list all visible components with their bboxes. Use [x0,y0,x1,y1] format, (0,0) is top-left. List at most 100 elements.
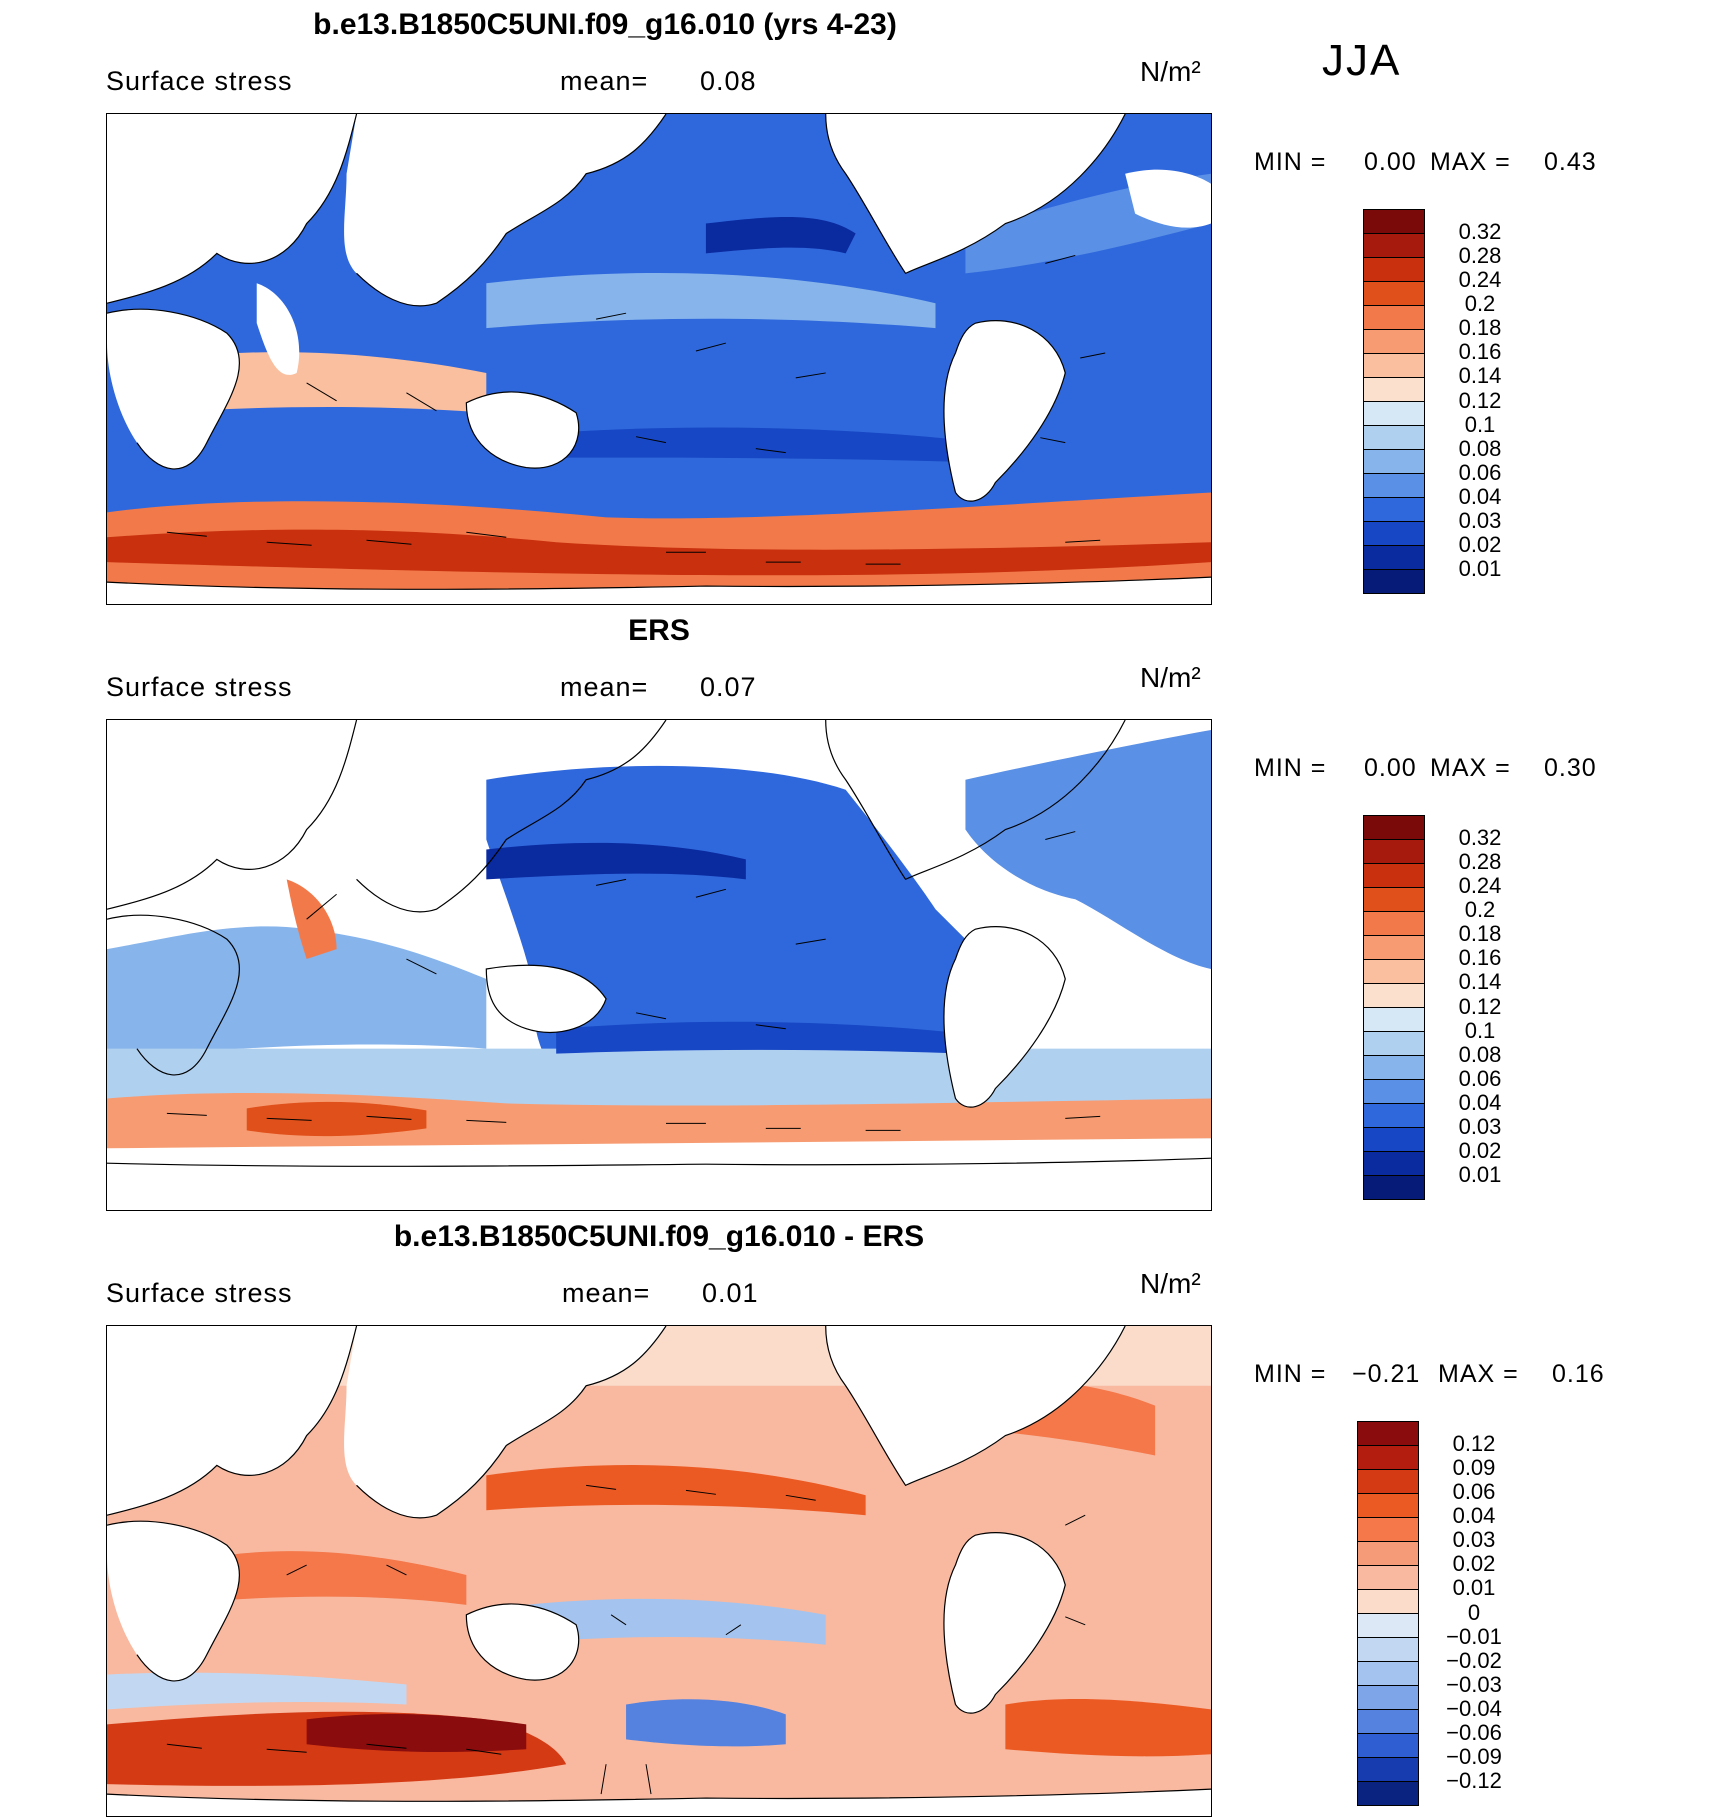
panel-1-cbar-seg [1364,498,1424,522]
panel-3-map [106,1325,1212,1817]
panel-1-tick: 0.04 [1458,483,1502,509]
panel-1-tick: 0.32 [1458,219,1502,245]
panel-2-cbar-seg [1364,888,1424,912]
panel-2-colorbar-ticks: 0.32 0.28 0.24 0.2 0.18 0.16 0.14 0.12 0… [1440,815,1520,1200]
panel-2-cbar-seg [1364,1176,1424,1199]
panel-3-map-svg [107,1326,1211,1816]
panel-3-tick: 0.06 [1452,1479,1496,1505]
panel-2-vectors [166,831,1101,1131]
panel-1-tick: 0.16 [1458,339,1502,365]
panel-1-tick: 0.08 [1458,435,1502,461]
panel-3-cbar-seg [1358,1566,1418,1590]
panel-2-variable: Surface stress [106,672,293,702]
panel-3-min-label: MIN = [1254,1360,1327,1388]
panel-3-cbar-seg [1358,1494,1418,1518]
panel-3-cbar-seg [1358,1446,1418,1470]
panel-1-units: N/m² [1140,56,1201,87]
panel-3-cbar-seg [1358,1662,1418,1686]
panel-1-cbar-seg [1364,474,1424,498]
panel-2-cbar-seg [1364,1080,1424,1104]
panel-3-max-value: 0.16 [1552,1360,1605,1388]
panel-1-cbar-seg [1364,210,1424,234]
panel-1-tick: 0.03 [1458,507,1502,533]
panel-1-tick: 0.28 [1458,243,1502,269]
panel-2-mean-value: 0.07 [700,672,757,702]
panel-1-tick: 0.1 [1464,411,1496,437]
panel-2-tick: 0.24 [1458,873,1502,899]
panel-2-tick: 0.08 [1458,1041,1502,1067]
panel-1-cbar-seg [1364,546,1424,570]
panel-2-colorbar [1363,815,1425,1200]
panel-1-tick: 0.24 [1458,267,1502,293]
panel-1-min-value: 0.00 [1364,148,1417,176]
panel-1-title: b.e13.B1850C5UNI.f09_g16.010 (yrs 4-23) [313,8,897,41]
panel-2-tick: 0.04 [1458,1089,1502,1115]
panel-3-colorbar-ticks: 0.12 0.09 0.06 0.04 0.03 0.02 0.01 0 −0.… [1434,1421,1524,1806]
panel-3-cbar-seg [1358,1470,1418,1494]
panel-3-cbar-seg [1358,1758,1418,1782]
panel-1-cbar-seg [1364,282,1424,306]
panel-3-min-value: −0.21 [1352,1360,1421,1388]
panel-2-min-value: 0.00 [1364,754,1417,782]
panel-3-tick: 0.01 [1452,1575,1496,1601]
panel-1-tick: 0.14 [1458,363,1502,389]
panel-2-min-label: MIN = [1254,754,1327,782]
panel-3-tick: 0.12 [1452,1431,1496,1457]
panel-1-cbar-seg [1364,258,1424,282]
panel-1-cbar-seg [1364,426,1424,450]
panel-1-cbar-seg [1364,522,1424,546]
panel-3-tick: −0.03 [1446,1671,1502,1697]
panel-2-tick: 0.02 [1458,1137,1502,1163]
panel-2-cbar-seg [1364,960,1424,984]
panel-1-cbar-seg [1364,450,1424,474]
panel-3-cbar-seg [1358,1686,1418,1710]
panel-3-units: N/m² [1140,1268,1201,1299]
panel-1-variable: Surface stress [106,66,293,96]
panel-2-cbar-seg [1364,912,1424,936]
panel-2-mean-label: mean= [560,672,649,702]
panel-2-tick: 0.12 [1458,993,1502,1019]
panel-2-cbar-seg [1364,1152,1424,1176]
panel-2-cbar-seg [1364,864,1424,888]
panel-1-max-label: MAX = [1430,148,1511,176]
panel-1-cbar-seg [1364,234,1424,258]
panel-3-cbar-seg [1358,1614,1418,1638]
panel-2-cbar-seg [1364,1128,1424,1152]
panel-3-tick: 0.09 [1452,1455,1496,1481]
panel-2-tick: 0.32 [1458,825,1502,851]
panel-3-tick: −0.02 [1446,1647,1502,1673]
panel-3-colorbar [1357,1421,1419,1806]
panel-1-map-svg [107,114,1211,604]
panel-1-map [106,113,1212,605]
panel-1-mean-value: 0.08 [700,66,757,96]
panel-2-max-value: 0.30 [1544,754,1597,782]
panel-3-max-label: MAX = [1438,1360,1519,1388]
panel-2-cbar-seg [1364,816,1424,840]
panel-3-cbar-seg [1358,1518,1418,1542]
panel-1-tick: 0.12 [1458,387,1502,413]
panel-1-tick: 0.06 [1458,459,1502,485]
panel-1-cbar-seg [1364,354,1424,378]
panel-2-max-label: MAX = [1430,754,1511,782]
panel-1-tick: 0.18 [1458,315,1502,341]
panel-3-tick: −0.06 [1446,1719,1502,1745]
panel-3-tick: 0.03 [1452,1527,1496,1553]
panel-2-tick: 0.1 [1464,1017,1496,1043]
panel-3-tick: 0.02 [1452,1551,1496,1577]
panel-3-tick: −0.01 [1446,1623,1502,1649]
panel-1-colorbar-ticks: 0.32 0.28 0.24 0.2 0.18 0.16 0.14 0.12 0… [1440,209,1520,594]
season-label: JJA [1322,36,1402,85]
panel-2-tick: 0.28 [1458,849,1502,875]
panel-3-cbar-seg [1358,1734,1418,1758]
panel-1-cbar-seg [1364,330,1424,354]
panel-3-cbar-seg [1358,1422,1418,1446]
panel-2-cbar-seg [1364,984,1424,1008]
panel-2-cbar-seg [1364,1032,1424,1056]
panel-3-tick: −0.12 [1446,1767,1502,1793]
panel-3-cbar-seg [1358,1782,1418,1805]
panel-1-vectors [166,254,1106,565]
panel-2-tick: 0.14 [1458,969,1502,995]
panel-3-variable: Surface stress [106,1278,293,1308]
panel-2-cbar-seg [1364,1056,1424,1080]
panel-2-cbar-seg [1364,840,1424,864]
